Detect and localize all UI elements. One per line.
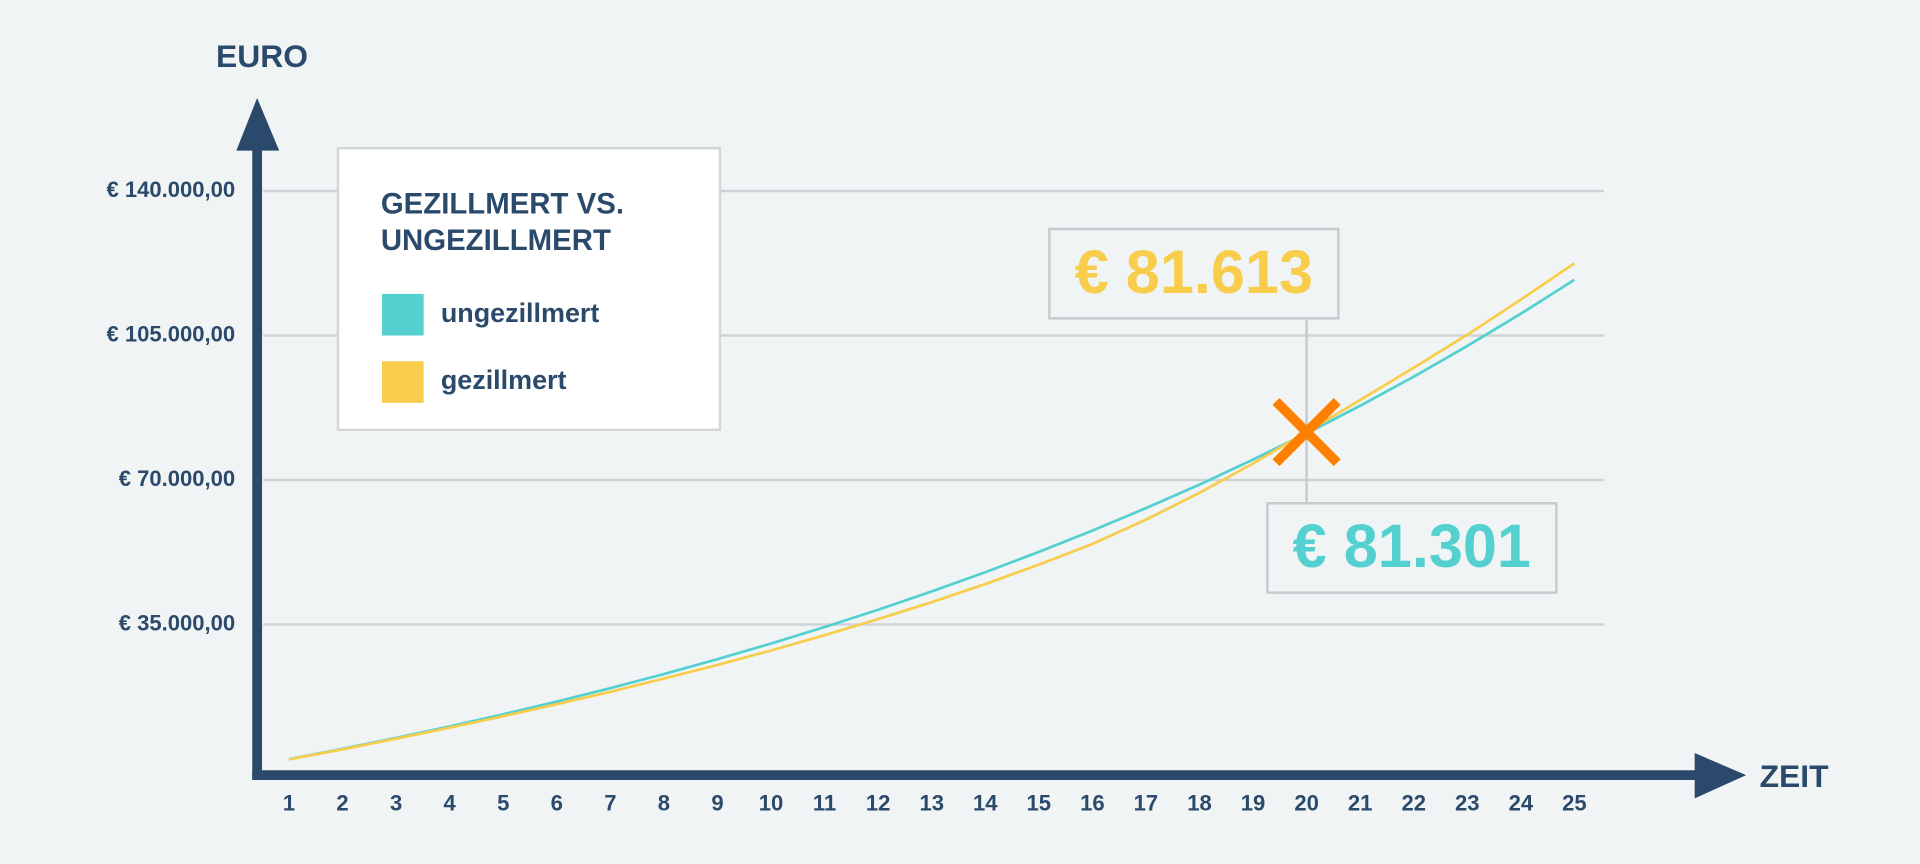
x-tick-label: 10 [759, 790, 784, 815]
plot [288, 262, 1576, 761]
y-tick-label: € 70.000,00 [119, 466, 235, 491]
x-axis-arrow [1694, 753, 1747, 799]
x-tick-label: 7 [604, 790, 616, 815]
legend-label: gezillmert [441, 365, 567, 395]
x-tick-label: 20 [1294, 790, 1319, 815]
series-line [288, 262, 1576, 761]
x-tick-label: 13 [919, 790, 944, 815]
x-axis-label: ZEIT [1760, 758, 1830, 794]
x-tick-label: 6 [551, 790, 563, 815]
x-tick-label: 24 [1509, 790, 1534, 815]
x-tick-label: 21 [1348, 790, 1373, 815]
x-tick-label: 18 [1187, 790, 1212, 815]
legend-label: ungezillmert [441, 298, 600, 328]
y-tick-label: € 35.000,00 [119, 610, 235, 635]
crossover-marker [1272, 397, 1341, 467]
legend-title: GEZILLMERT VS. [381, 187, 624, 220]
legend-swatch [382, 293, 424, 336]
annotation-box [1048, 227, 1340, 320]
y-axis-label: EURO [216, 38, 308, 74]
axes: € 35.000,00 € 70.000,00 € 105.000,00 € 140.… [106, 38, 1829, 815]
legend: GEZILLMERT VS. UNGEZILLMERT ungezillmert… [336, 146, 722, 432]
x-tick-label: 12 [866, 790, 891, 815]
x-tick-label: 4 [444, 790, 457, 815]
x-tick-label: 8 [658, 790, 670, 815]
y-tick-label: € 105.000,00 [106, 321, 235, 346]
x-tick-label: 2 [336, 790, 348, 815]
x-tick-label: 5 [497, 790, 509, 815]
x-tick-label: 22 [1401, 790, 1426, 815]
annotation-label: € 81.613 [1075, 238, 1313, 306]
annotation-box [1266, 502, 1558, 594]
x-tick-label: 16 [1080, 790, 1105, 815]
x-tick-label: 19 [1241, 790, 1266, 815]
x-tick-label: 1 [283, 790, 295, 815]
x-tick-label: 17 [1134, 790, 1159, 815]
x-tick-label: 25 [1562, 790, 1587, 815]
annotation-label: € 81.301 [1293, 512, 1531, 580]
y-tick-label: € 140.000,00 [106, 177, 235, 202]
x-tick-label: 11 [813, 790, 836, 815]
y-axis-arrow [236, 97, 280, 151]
x-tick-label: 15 [1027, 790, 1052, 815]
series-line [288, 278, 1576, 761]
annotations: € 81.613 € 81.301 [1048, 227, 1558, 594]
legend-title: UNGEZILLMERT [381, 224, 611, 257]
x-tick-label: 9 [711, 790, 723, 815]
x-tick-label: 23 [1455, 790, 1480, 815]
x-tick-label: 3 [390, 790, 402, 815]
x-tick-label: 14 [973, 790, 998, 815]
legend-swatch [382, 361, 424, 403]
